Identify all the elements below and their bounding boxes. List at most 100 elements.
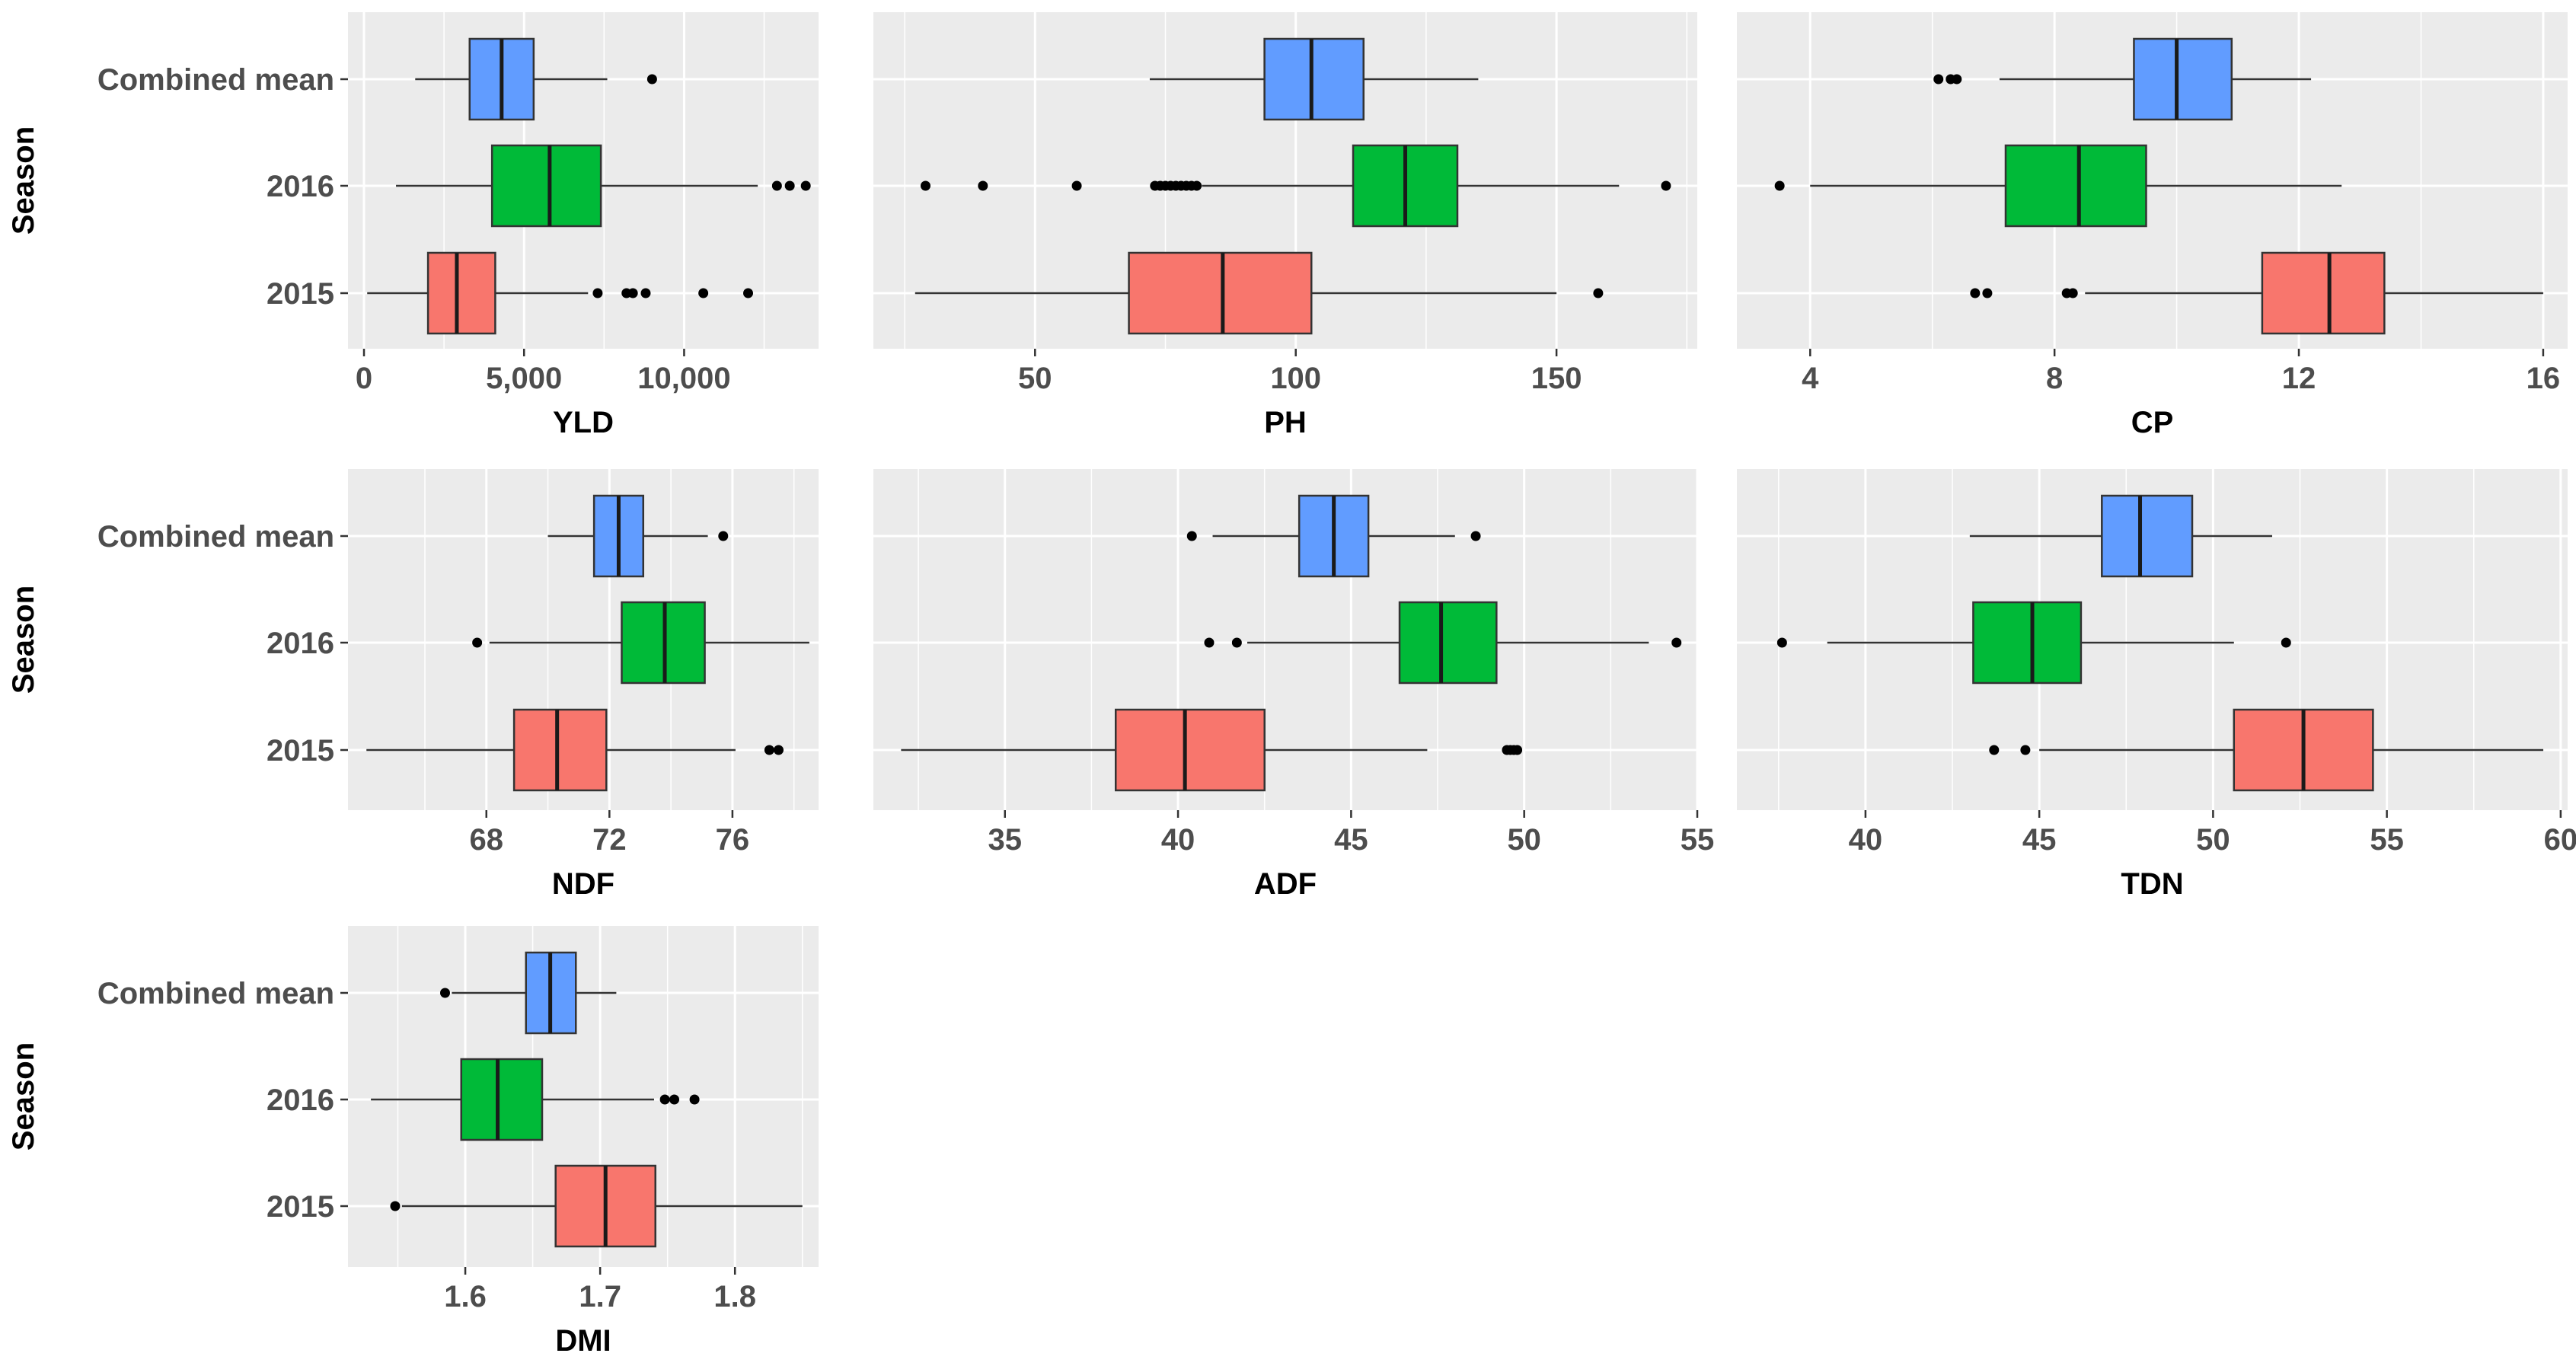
y-category-label: 2015 [267, 277, 334, 311]
box [1398, 601, 1498, 685]
x-tick-label: 4 [1802, 362, 1819, 395]
x-tick-label: 60 [2544, 823, 2576, 857]
outlier-point [689, 1094, 700, 1105]
outlier-point [718, 531, 729, 541]
boxplot-2016 [1204, 601, 1682, 685]
outlier-point [439, 988, 450, 998]
x-tick-label: 35 [988, 823, 1023, 857]
x-axis-title: CP [2131, 406, 2174, 439]
outlier-point [1952, 74, 1962, 85]
outlier-point [627, 288, 638, 298]
boxplot-2015 [915, 251, 1604, 335]
x-tick-label: 76 [716, 823, 750, 857]
x-tick-label: 0 [356, 362, 372, 395]
y-category-label: 2016 [267, 1084, 334, 1117]
y-axis-title: Season [7, 586, 40, 694]
x-axis-title: NDF [552, 867, 614, 901]
y-category-label: 2016 [267, 170, 334, 203]
x-tick-label: 10,000 [637, 362, 730, 395]
boxplot-2015 [1970, 251, 2543, 335]
y-axis-title: Season [7, 126, 40, 235]
outlier-point [2281, 637, 2291, 648]
box [1114, 708, 1266, 792]
panel-dmi: 1.6 1.7 1.8 DMI Combined mean 2016 2015 Season [7, 926, 819, 1358]
x-tick-label: 68 [470, 823, 504, 857]
box [1263, 37, 1365, 121]
y-category-label: Combined mean [97, 977, 334, 1010]
panel-adf: 35 40 45 50 55 ADF [873, 469, 1714, 901]
y-category-label: Combined mean [97, 63, 334, 97]
outlier-point [1470, 531, 1481, 541]
x-tick-label: 50 [2196, 823, 2230, 857]
boxplot-2016 [396, 144, 811, 228]
outlier-point [2067, 288, 2078, 298]
panel-ndf: 68 72 76 NDF Combined mean 2016 2015 Season [7, 469, 819, 901]
outlier-point [1671, 637, 1682, 648]
outlier-point [698, 288, 709, 298]
boxplot-2015 [367, 251, 754, 335]
outlier-point [771, 180, 782, 191]
outlier-point [743, 288, 754, 298]
boxplot-2016 [1776, 601, 2291, 685]
panel-tdn: 40 45 50 55 60 TDN [1737, 469, 2576, 901]
x-tick-label: 50 [1507, 823, 1541, 857]
box [512, 708, 608, 792]
x-tick-label: 72 [592, 823, 627, 857]
box [460, 1058, 544, 1141]
outlier-point [659, 1094, 670, 1105]
x-axis-title: YLD [553, 406, 614, 439]
outlier-point [978, 180, 988, 191]
box [1128, 251, 1313, 335]
outlier-point [1933, 74, 1944, 85]
x-tick-label: 1.6 [444, 1280, 487, 1313]
box [2261, 251, 2386, 335]
boxplot-combined-mean [439, 951, 617, 1035]
x-tick-label: 45 [2022, 823, 2057, 857]
outlier-point [1989, 745, 2000, 755]
boxplot-combined-mean [1933, 37, 2312, 121]
boxplot-2015 [1989, 708, 2544, 792]
x-tick-label: 40 [1161, 823, 1195, 857]
x-axis-title: PH [1264, 406, 1307, 439]
x-tick-label: 50 [1018, 362, 1052, 395]
boxplot-2015 [901, 708, 1523, 792]
boxplot-combined-mean [1186, 494, 1481, 578]
outlier-point [1192, 180, 1202, 191]
outlier-point [1661, 180, 1671, 191]
outlier-point [1231, 637, 1242, 648]
x-tick-label: 1.8 [713, 1280, 756, 1313]
box [2101, 494, 2194, 578]
panel-yld: 0 5,000 10,000 YLD Combined mean 2016 2015 Seas… [7, 12, 819, 439]
boxplot-combined-mean [547, 494, 729, 578]
outlier-point [640, 288, 651, 298]
outlier-point [472, 637, 483, 648]
boxplot-combined-mean [1969, 494, 2272, 578]
boxplot-2016 [1774, 144, 2342, 228]
outlier-point [390, 1201, 401, 1211]
box [426, 251, 496, 335]
x-tick-label: 1.7 [579, 1280, 621, 1313]
outlier-point [764, 745, 774, 755]
y-axis-title: Season [7, 1042, 40, 1151]
x-tick-label: 100 [1270, 362, 1321, 395]
box [1972, 601, 2083, 685]
outlier-point [773, 745, 784, 755]
outlier-point [1982, 288, 1993, 298]
x-tick-label: 45 [1334, 823, 1368, 857]
boxplot-2016 [472, 601, 809, 685]
boxplot-2016 [371, 1058, 700, 1141]
x-tick-label: 8 [2046, 362, 2063, 395]
outlier-point [1071, 180, 1082, 191]
panel-background [873, 469, 1697, 810]
box [2004, 144, 2147, 228]
x-axis-title: ADF [1254, 867, 1317, 901]
outlier-point [1774, 180, 1785, 191]
outlier-point [1593, 288, 1604, 298]
x-tick-label: 40 [1849, 823, 1883, 857]
outlier-point [800, 180, 811, 191]
boxplot-2016 [920, 144, 1671, 228]
boxplot-2015 [366, 708, 784, 792]
y-category-label: Combined mean [97, 520, 334, 554]
boxplot-combined-mean [415, 37, 657, 121]
outlier-point [1512, 745, 1523, 755]
